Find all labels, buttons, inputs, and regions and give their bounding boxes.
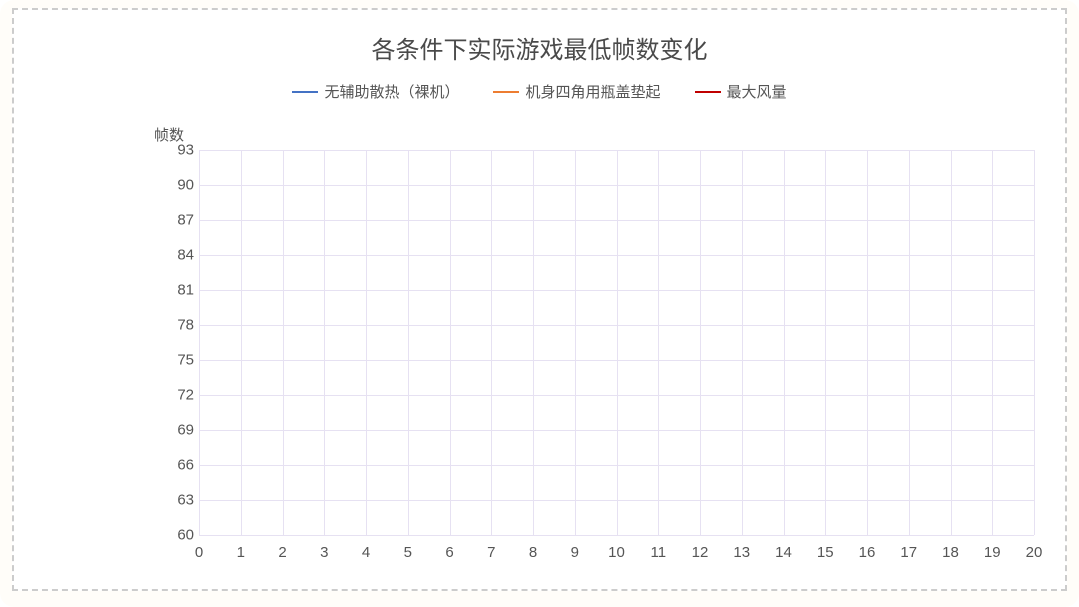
y-tick-label: 69 (154, 422, 194, 439)
gridline-horizontal (199, 465, 1034, 466)
y-axis-ticks: 606366697275788184879093 (154, 150, 194, 535)
x-tick-label: 8 (529, 544, 537, 561)
x-tick-label: 11 (650, 544, 666, 561)
gridline-vertical (909, 150, 910, 535)
legend-swatch-series-0 (292, 91, 318, 93)
gridline-horizontal (199, 395, 1034, 396)
x-tick-label: 7 (487, 544, 495, 561)
y-tick-label: 81 (154, 282, 194, 299)
chart-container-outer: 各条件下实际游戏最低帧数变化 无辅助散热（裸机） 机身四角用瓶盖垫起 最大风量 … (0, 0, 1079, 607)
x-tick-label: 15 (817, 544, 834, 561)
x-axis-ticks: 01234567891011121314151617181920 (199, 544, 1034, 568)
gridline-vertical (1034, 150, 1035, 535)
gridline-horizontal (199, 185, 1034, 186)
y-tick-label: 78 (154, 317, 194, 334)
x-tick-label: 9 (571, 544, 579, 561)
gridline-vertical (199, 150, 200, 535)
y-tick-label: 87 (154, 212, 194, 229)
x-tick-label: 18 (942, 544, 959, 561)
gridline-vertical (700, 150, 701, 535)
y-tick-label: 66 (154, 457, 194, 474)
gridline-horizontal (199, 360, 1034, 361)
gridline-horizontal (199, 325, 1034, 326)
gridline-vertical (992, 150, 993, 535)
y-tick-label: 72 (154, 387, 194, 404)
x-tick-label: 1 (237, 544, 245, 561)
gridline-vertical (742, 150, 743, 535)
y-tick-label: 84 (154, 247, 194, 264)
gridline-vertical (324, 150, 325, 535)
gridline-horizontal (199, 430, 1034, 431)
x-tick-label: 0 (195, 544, 203, 561)
gridline-horizontal (199, 535, 1034, 536)
y-tick-label: 93 (154, 142, 194, 159)
legend-label: 最大风量 (727, 81, 787, 102)
legend: 无辅助散热（裸机） 机身四角用瓶盖垫起 最大风量 (14, 81, 1065, 102)
x-tick-label: 19 (984, 544, 1001, 561)
gridline-horizontal (199, 290, 1034, 291)
x-tick-label: 4 (362, 544, 370, 561)
x-tick-label: 10 (608, 544, 625, 561)
legend-swatch-series-1 (493, 91, 519, 93)
x-tick-label: 3 (320, 544, 328, 561)
gridline-vertical (825, 150, 826, 535)
gridline-vertical (617, 150, 618, 535)
x-tick-label: 5 (404, 544, 412, 561)
gridline-vertical (784, 150, 785, 535)
legend-swatch-series-2 (695, 91, 721, 93)
legend-label: 无辅助散热（裸机） (324, 81, 459, 102)
gridline-horizontal (199, 150, 1034, 151)
gridline-vertical (533, 150, 534, 535)
gridline-vertical (366, 150, 367, 535)
x-tick-label: 20 (1026, 544, 1043, 561)
gridline-vertical (408, 150, 409, 535)
gridline-vertical (575, 150, 576, 535)
y-tick-label: 63 (154, 492, 194, 509)
gridline-vertical (450, 150, 451, 535)
gridline-horizontal (199, 220, 1034, 221)
x-tick-label: 12 (692, 544, 709, 561)
x-tick-label: 16 (859, 544, 876, 561)
x-tick-label: 2 (278, 544, 286, 561)
y-tick-label: 60 (154, 527, 194, 544)
gridline-vertical (951, 150, 952, 535)
gridline-vertical (241, 150, 242, 535)
x-tick-label: 13 (733, 544, 750, 561)
plot-area (199, 150, 1034, 535)
gridline-horizontal (199, 255, 1034, 256)
chart-title: 各条件下实际游戏最低帧数变化 (14, 30, 1065, 65)
gridline-vertical (491, 150, 492, 535)
legend-item: 最大风量 (695, 81, 787, 102)
x-tick-label: 14 (775, 544, 792, 561)
y-tick-label: 75 (154, 352, 194, 369)
gridline-vertical (658, 150, 659, 535)
legend-label: 机身四角用瓶盖垫起 (525, 81, 660, 102)
chart-frame: 各条件下实际游戏最低帧数变化 无辅助散热（裸机） 机身四角用瓶盖垫起 最大风量 … (12, 8, 1067, 591)
x-tick-label: 17 (900, 544, 917, 561)
legend-item: 机身四角用瓶盖垫起 (493, 81, 660, 102)
gridline-horizontal (199, 500, 1034, 501)
gridline-vertical (867, 150, 868, 535)
legend-item: 无辅助散热（裸机） (292, 81, 459, 102)
gridline-vertical (283, 150, 284, 535)
y-tick-label: 90 (154, 177, 194, 194)
x-tick-label: 6 (445, 544, 453, 561)
